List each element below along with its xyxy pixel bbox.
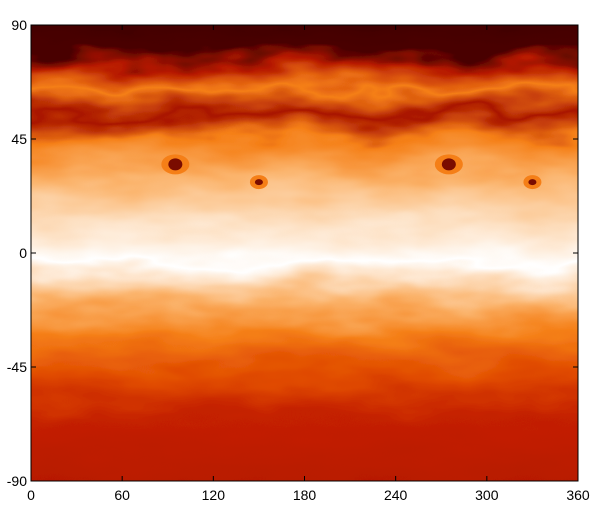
- y-tick-label: 0: [19, 245, 27, 261]
- x-tick-label: 60: [114, 487, 130, 503]
- plot-area: [31, 25, 578, 481]
- x-axis: 0 60 120 180 240 300 360: [27, 25, 590, 503]
- y-tick-label: 90: [11, 17, 27, 33]
- vortex-layer: [161, 154, 542, 190]
- x-tick-label: 300: [475, 487, 499, 503]
- y-tick-label: 45: [11, 131, 27, 147]
- vortex-core: [528, 179, 537, 186]
- x-tick-label: 240: [384, 487, 408, 503]
- x-tick-label: 180: [293, 487, 317, 503]
- x-tick-label: 360: [566, 487, 590, 503]
- vortex-core: [168, 158, 183, 171]
- x-tick-label: 0: [27, 487, 35, 503]
- vortex-core: [441, 158, 456, 171]
- vortex-core: [254, 179, 263, 186]
- y-axis: 90 45 0 -45 -90: [7, 17, 578, 489]
- y-tick-label: -45: [7, 359, 27, 375]
- heatmap-background: [31, 25, 578, 481]
- y-tick-label: -90: [7, 473, 27, 489]
- x-tick-label: 120: [202, 487, 226, 503]
